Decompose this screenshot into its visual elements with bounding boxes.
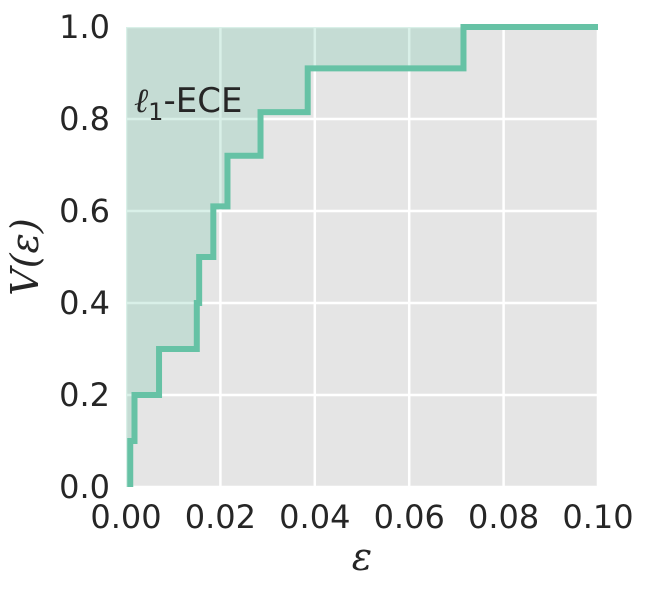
y-tick-labels: 0.0 0.2 0.4 0.6 0.8 1.0 — [59, 8, 110, 506]
y-tick-label: 0.6 — [59, 192, 110, 230]
annotation-label: ℓ1-ECE — [134, 81, 242, 126]
x-tick-label: 0.06 — [374, 498, 445, 536]
step-line-series — [127, 24, 598, 487]
gridlines — [124, 25, 600, 489]
x-axis-label: ε — [352, 535, 372, 579]
y-tick-label: 0.8 — [59, 100, 110, 138]
x-tick-label: 0.02 — [185, 498, 256, 536]
y-tick-label: 0.4 — [59, 284, 110, 322]
y-tick-label: 0.0 — [59, 468, 110, 506]
x-tick-label: 0.10 — [562, 498, 633, 536]
y-tick-label: 0.2 — [59, 376, 110, 414]
x-tick-labels: 0.00 0.02 0.04 0.06 0.08 0.10 — [90, 498, 633, 536]
x-tick-label: 0.00 — [90, 498, 161, 536]
y-axis-label: V(ε) — [3, 218, 47, 295]
x-tick-label: 0.08 — [468, 498, 539, 536]
y-tick-label: 1.0 — [59, 8, 110, 46]
area-above-curve — [126, 27, 598, 487]
x-tick-label: 0.04 — [279, 498, 350, 536]
